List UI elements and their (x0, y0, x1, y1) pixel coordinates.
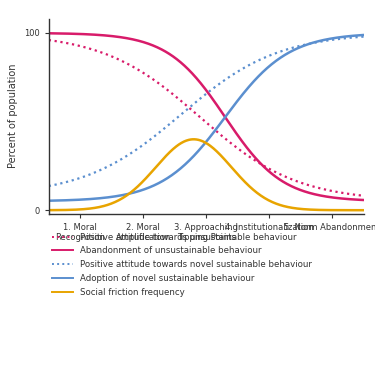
Legend: Positive attitude towards unsustainable behaviour, Abandonment of unsustainable : Positive attitude towards unsustainable … (48, 229, 316, 300)
Y-axis label: Percent of population: Percent of population (8, 64, 18, 168)
